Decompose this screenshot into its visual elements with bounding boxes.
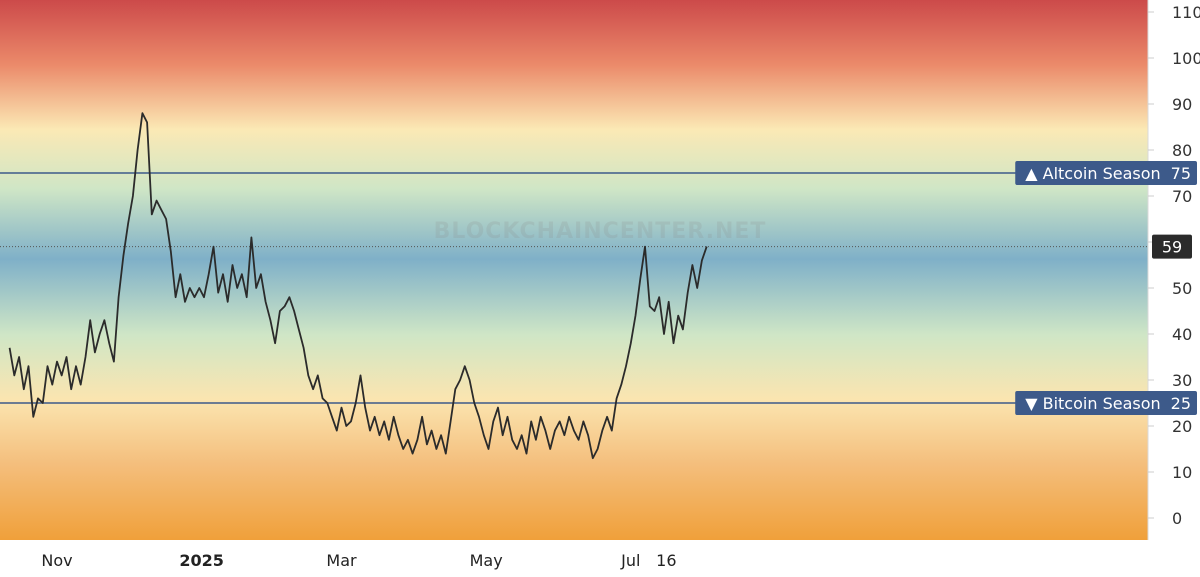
x-tick-label: Mar <box>326 551 357 570</box>
y-tick-label: 0 <box>1172 509 1182 528</box>
y-axis-panel <box>1148 0 1200 577</box>
x-tick-label: Nov <box>41 551 72 570</box>
threshold-tags: 75 ▲ Altcoin Season 25 ▼ Bitcoin Season <box>1015 161 1197 415</box>
plot-background <box>0 0 1148 540</box>
threshold-tag: 25 ▼ Bitcoin Season <box>1015 391 1197 415</box>
y-tick-label: 80 <box>1172 141 1192 160</box>
y-tick-label: 50 <box>1172 279 1192 298</box>
threshold-tag-bg <box>1015 391 1197 415</box>
x-tick-label: 16 <box>656 551 676 570</box>
watermark-text: BLOCKCHAINCENTER.NET <box>434 219 767 244</box>
y-tick-label: 30 <box>1172 371 1192 390</box>
y-tick-label: 10 <box>1172 463 1192 482</box>
y-tick-label: 110 <box>1172 3 1200 22</box>
current-value-label: 59 <box>1162 238 1182 257</box>
x-axis-panel <box>0 540 1200 577</box>
y-tick-label: 20 <box>1172 417 1192 436</box>
series-line <box>8 112 708 460</box>
threshold-tag: 75 ▲ Altcoin Season <box>1015 161 1197 185</box>
y-tick-label: 40 <box>1172 325 1192 344</box>
y-tick-label: 100 <box>1172 49 1200 68</box>
x-tick-label: 2025 <box>179 551 224 570</box>
x-tick-label: May <box>470 551 503 570</box>
x-axis-ticks: Nov 2025 Mar May Jul 16 <box>41 551 676 570</box>
y-axis-ticks: 0102030405060708090100110 <box>1148 3 1200 528</box>
threshold-tag-bg <box>1015 161 1197 185</box>
threshold-value: 75 <box>1171 164 1191 183</box>
y-tick-label: 90 <box>1172 95 1192 114</box>
threshold-label: ▼ Bitcoin Season <box>1025 394 1160 413</box>
x-tick-label: Jul <box>620 551 640 570</box>
current-value-tag-bg <box>1152 234 1192 259</box>
threshold-lines <box>0 172 1148 404</box>
threshold-value: 25 <box>1171 394 1191 413</box>
threshold-label: ▲ Altcoin Season <box>1025 164 1160 183</box>
current-value-tag: 59 <box>1152 234 1192 259</box>
y-tick-label: 70 <box>1172 187 1192 206</box>
